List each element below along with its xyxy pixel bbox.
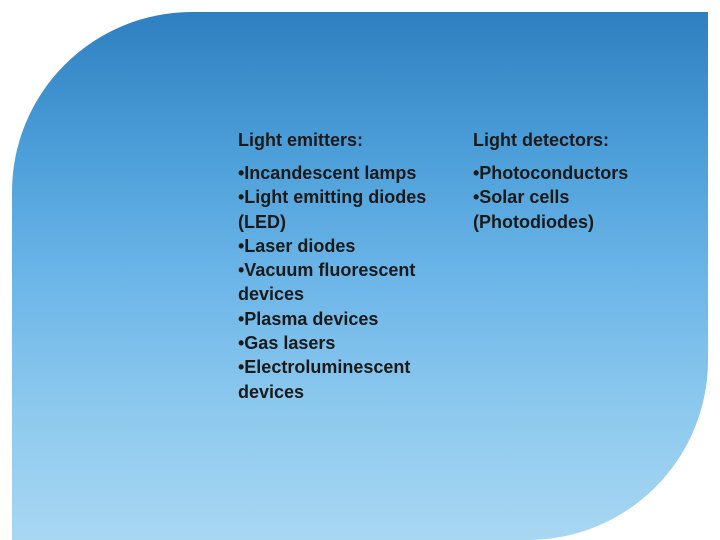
column-body-emitters: •Incandescent lamps •Light emitting diod… <box>238 161 463 404</box>
column-header: Light emitters: <box>238 130 463 151</box>
column-header: Light detectors: <box>473 130 668 151</box>
slide: Light emitters: •Incandescent lamps •Lig… <box>0 0 720 540</box>
content-area: Light emitters: •Incandescent lamps •Lig… <box>238 130 670 404</box>
column-body-detectors: •Photoconductors •Solar cells (Photodiod… <box>473 161 668 234</box>
column-emitters: Light emitters: •Incandescent lamps •Lig… <box>238 130 463 404</box>
column-detectors: Light detectors: •Photoconductors •Solar… <box>473 130 668 404</box>
